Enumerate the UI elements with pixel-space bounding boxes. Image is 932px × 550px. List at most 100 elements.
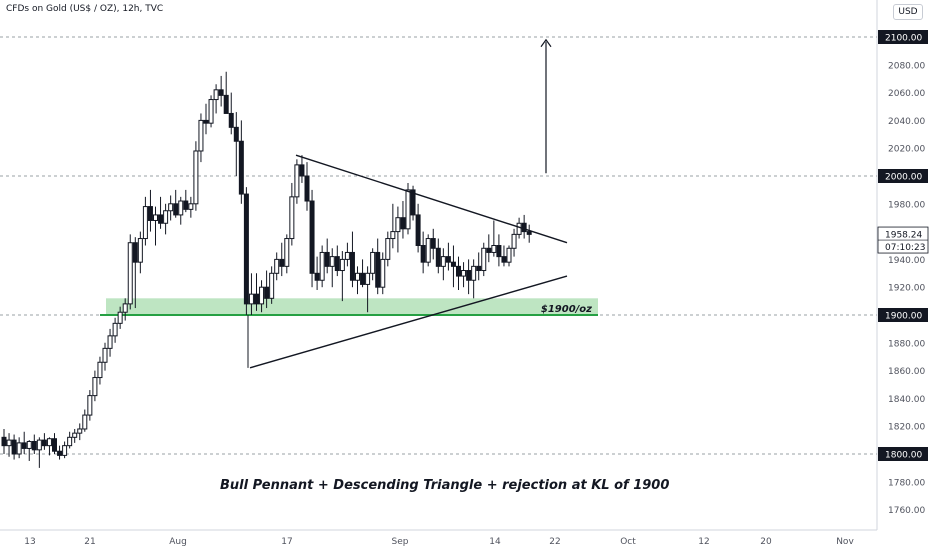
candle	[178, 200, 184, 216]
candle	[355, 272, 360, 281]
currency-button[interactable]: USD	[893, 4, 923, 20]
candle	[41, 439, 47, 447]
time-tick-label: 13	[24, 537, 35, 547]
target-arrow-head	[540, 38, 552, 48]
candle	[198, 119, 204, 152]
price-tick-label: 2060.00	[888, 89, 925, 99]
price-tick-label: 1840.00	[888, 395, 925, 405]
candle	[430, 238, 436, 249]
candle	[486, 247, 492, 253]
candle	[92, 377, 98, 397]
candle	[218, 89, 224, 96]
level-label-bg	[878, 169, 928, 183]
candle	[390, 231, 396, 240]
candle	[410, 189, 416, 216]
candle	[122, 303, 128, 313]
candle	[11, 439, 17, 455]
candle	[112, 322, 118, 337]
candle	[127, 242, 133, 305]
upper-trendline	[295, 154, 568, 244]
candle	[213, 89, 219, 101]
candle	[6, 439, 12, 447]
candle	[284, 238, 290, 267]
candle	[400, 217, 406, 230]
level-label: 1900.00	[885, 312, 922, 322]
candle	[375, 251, 381, 288]
candle	[445, 256, 451, 263]
candle	[461, 270, 467, 277]
price-tick-label: 1940.00	[888, 256, 925, 266]
time-tick-label: 21	[84, 537, 95, 547]
level-label: 2100.00	[885, 34, 922, 44]
level-label-bg	[878, 308, 928, 322]
candle	[329, 256, 335, 267]
price-tick-label: 1920.00	[888, 284, 925, 294]
candle	[476, 265, 482, 272]
candle	[491, 245, 497, 253]
candle	[516, 222, 522, 235]
candle	[142, 206, 148, 240]
candle	[420, 245, 426, 263]
chart-annotation: Bull Pennant + Descending Triangle + rej…	[220, 478, 670, 493]
candle	[254, 293, 259, 305]
candle	[208, 99, 214, 124]
candle	[339, 258, 345, 272]
candle	[31, 440, 37, 451]
level-label: 1800.00	[885, 451, 922, 461]
candle	[309, 200, 315, 274]
price-tick-label: 1860.00	[888, 367, 925, 377]
candle	[107, 335, 113, 349]
candle	[67, 436, 73, 447]
candle	[425, 238, 431, 263]
candle	[344, 251, 350, 260]
candle	[380, 258, 386, 288]
level-label: 2000.00	[885, 173, 922, 183]
candle	[173, 203, 179, 216]
bar-countdown-label: 07:10:23	[885, 243, 925, 253]
last-price-label: 1958.24	[885, 231, 922, 241]
candle	[168, 203, 174, 212]
candle	[314, 272, 320, 281]
candle	[481, 247, 487, 272]
candle	[360, 272, 366, 285]
candle	[62, 445, 68, 456]
candle	[496, 245, 502, 258]
time-tick-label: 14	[489, 537, 501, 547]
candle	[248, 293, 254, 305]
price-tick-label: 1880.00	[888, 339, 925, 349]
candle	[238, 140, 244, 195]
candle	[16, 442, 22, 455]
candle	[243, 193, 249, 305]
candle	[72, 432, 78, 438]
candle	[102, 347, 108, 363]
candle	[334, 256, 340, 272]
candle	[289, 196, 295, 240]
candle	[1, 436, 7, 447]
price-tick-label: 1760.00	[888, 506, 925, 516]
candle	[259, 286, 265, 305]
candle	[269, 272, 275, 299]
time-tick-label: 17	[281, 537, 292, 547]
candle	[526, 231, 532, 235]
candle	[521, 222, 527, 233]
price-tick-label: 1780.00	[888, 478, 925, 488]
candle	[471, 265, 477, 281]
candle	[435, 247, 441, 267]
time-tick-label: Oct	[620, 537, 636, 547]
candle	[26, 440, 32, 449]
candle	[82, 414, 88, 430]
candle	[97, 361, 103, 379]
support-zone-label: $1900/oz	[541, 304, 592, 315]
candle	[456, 265, 461, 277]
price-tick-label: 2020.00	[888, 145, 925, 155]
candle	[264, 286, 270, 299]
candle	[233, 126, 239, 142]
candle	[158, 214, 164, 224]
time-tick-label: Nov	[836, 537, 854, 547]
candle	[299, 164, 305, 177]
price-tick-label: 1820.00	[888, 423, 925, 433]
chart-title: CFDs on Gold (US$ / OZ), 12h, TVC	[6, 4, 164, 14]
lower-trendline	[249, 275, 568, 369]
